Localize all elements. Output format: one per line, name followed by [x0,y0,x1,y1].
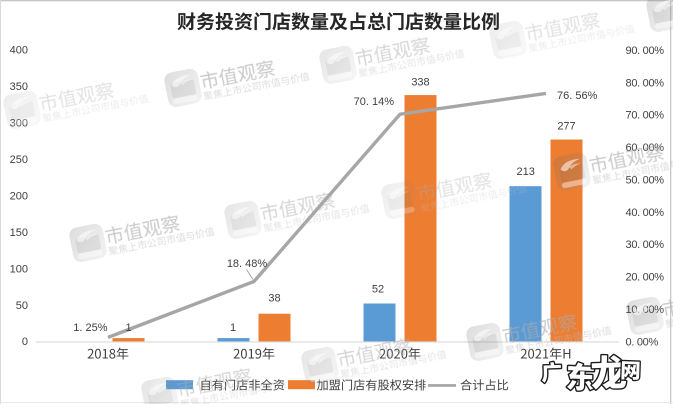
svg-text:18. 48%: 18. 48% [227,258,268,270]
svg-text:70. 14%: 70. 14% [354,96,395,108]
svg-text:400: 400 [10,45,28,57]
svg-text:38: 38 [268,293,280,305]
svg-text:40. 00%: 40. 00% [626,207,665,219]
svg-text:80. 00%: 80. 00% [626,77,665,89]
svg-text:213: 213 [517,166,535,178]
svg-text:100: 100 [10,263,28,275]
svg-text:277: 277 [557,120,575,132]
svg-text:52: 52 [372,284,384,296]
svg-text:150: 150 [10,227,28,239]
svg-text:250: 250 [10,154,28,166]
svg-text:1: 1 [230,322,236,334]
svg-text:76. 56%: 76. 56% [557,90,598,102]
svg-text:338: 338 [411,77,429,89]
svg-text:50. 00%: 50. 00% [626,175,665,187]
svg-text:70. 00%: 70. 00% [626,110,665,122]
svg-text:1: 1 [125,322,131,334]
svg-text:30. 00%: 30. 00% [626,239,665,251]
svg-text:1. 25%: 1. 25% [73,322,107,334]
svg-text:50: 50 [16,300,28,312]
svg-text:0: 0 [22,336,28,348]
svg-text:0. 00%: 0. 00% [626,336,659,348]
svg-text:20. 00%: 20. 00% [626,272,665,284]
svg-text:350: 350 [10,81,28,93]
svg-text:90. 00%: 90. 00% [626,45,665,57]
svg-text:200: 200 [10,190,28,202]
